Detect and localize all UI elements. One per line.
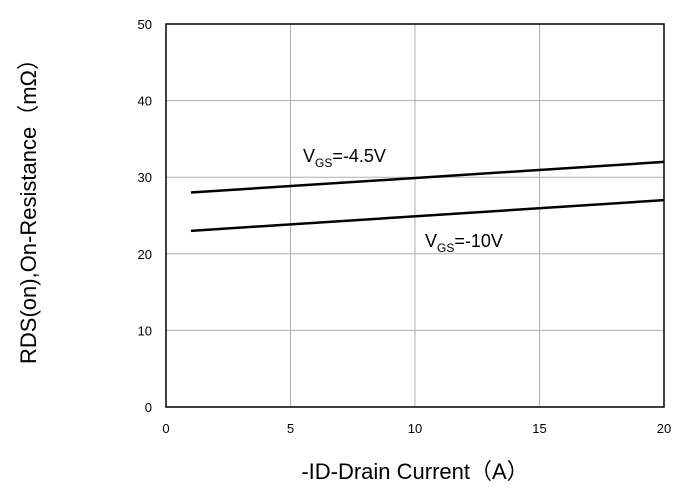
plot-frame: [165, 23, 665, 408]
series-line-0: [190, 160, 665, 194]
x-tick-label-1: 5: [287, 421, 294, 436]
y-tick-label-1: 10: [138, 323, 152, 338]
x-tick-label-2: 10: [408, 421, 422, 436]
x-tick-label-4: 20: [657, 421, 671, 436]
y-tick-label-0: 0: [145, 400, 152, 415]
tick-labels: 0 5 10 15 20 0 10 20 30 40 50: [138, 17, 672, 436]
x-tick-label-3: 15: [532, 421, 546, 436]
series-label-vgs-4v5: VGS=-4.5V: [303, 146, 386, 170]
series-label-vgs-10v: VGS=-10V: [425, 231, 503, 255]
x-axis-title: -ID-Drain Current（A）: [301, 459, 528, 484]
series-lines: [190, 160, 665, 233]
y-tick-label-3: 30: [138, 170, 152, 185]
x-tick-label-0: 0: [162, 421, 169, 436]
series-line-1: [190, 198, 665, 233]
y-tick-label-4: 40: [138, 94, 152, 109]
y-tick-label-2: 20: [138, 247, 152, 262]
y-axis-title: RDS(on),On-Resistance（mΩ）: [16, 48, 41, 364]
y-tick-label-5: 50: [138, 17, 152, 32]
